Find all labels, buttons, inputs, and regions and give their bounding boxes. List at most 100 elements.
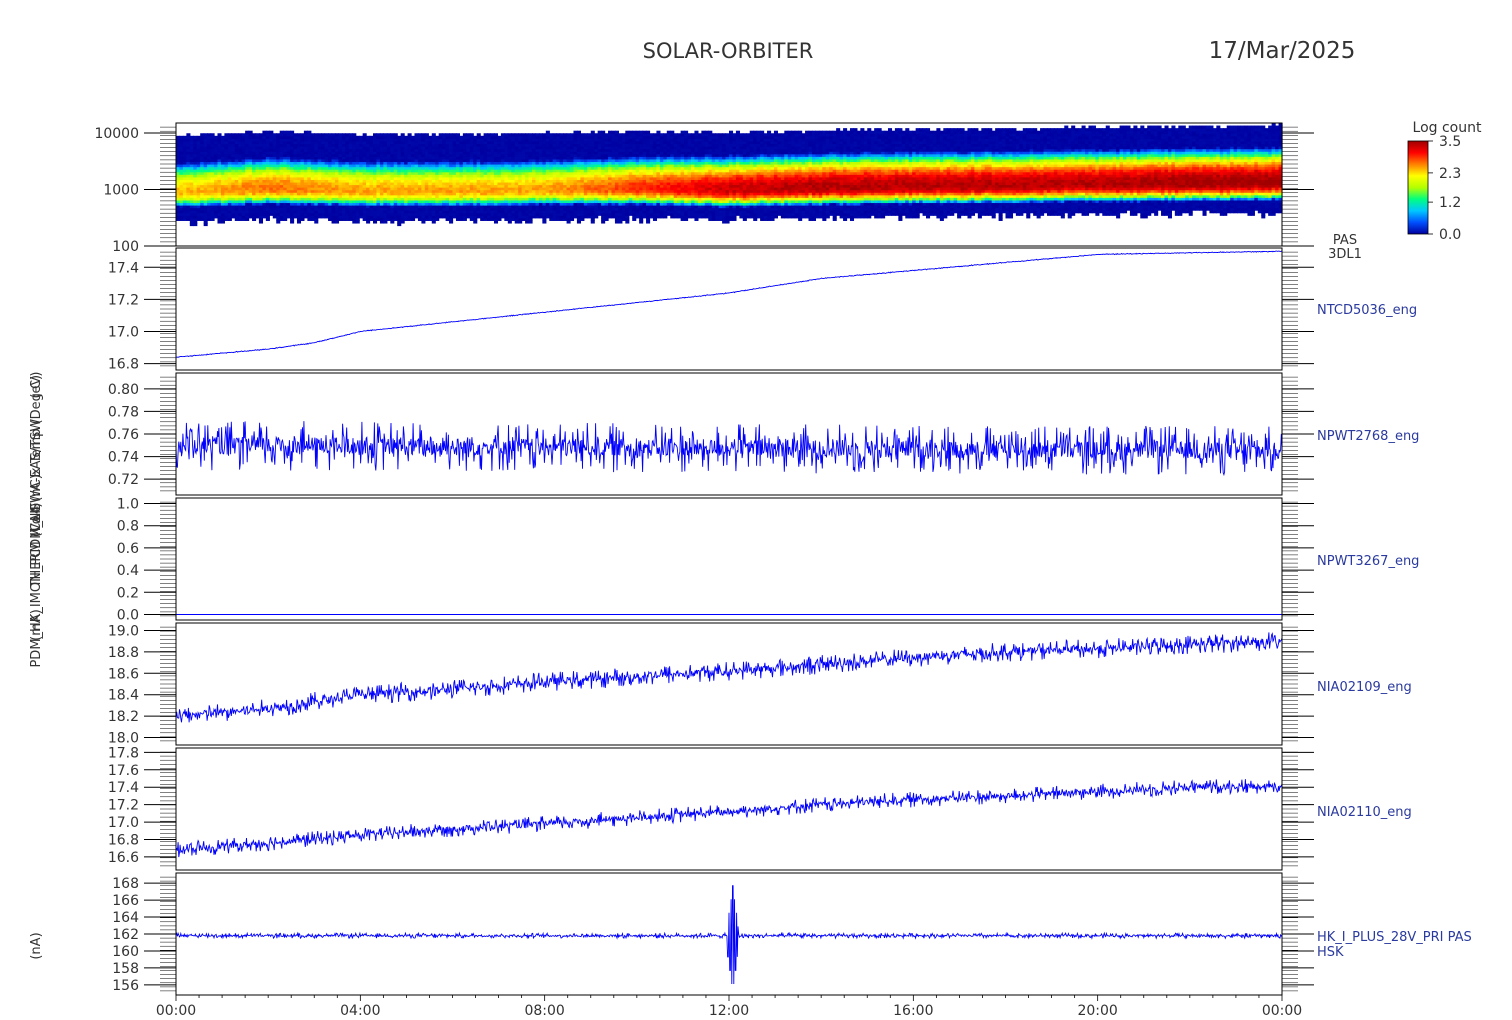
spectrogram-cell (559, 176, 564, 180)
spectrogram-cell (570, 179, 575, 183)
spectrogram-cell (196, 194, 201, 198)
spectrogram-cell (635, 138, 640, 142)
spectrogram-cell (276, 133, 281, 137)
spectrogram-cell (535, 161, 540, 165)
spectrogram-cell (369, 184, 374, 188)
spectrogram-cell (417, 207, 422, 211)
spectrogram-cell (303, 166, 308, 170)
spectrogram-cell (331, 156, 336, 160)
spectrogram-cell (535, 176, 540, 180)
spectrogram-cell (635, 212, 640, 216)
spectrogram-cell (590, 151, 595, 155)
spectrogram-cell (473, 215, 478, 219)
spectrogram-cell (390, 158, 395, 163)
spectrogram-cell (646, 194, 651, 198)
spectrogram-cell (352, 169, 357, 173)
spectrogram-cell (521, 148, 526, 152)
spectrogram-cell (231, 143, 236, 147)
spectrogram-cell (369, 148, 374, 152)
spectrogram-cell (545, 156, 550, 160)
spectrogram-cell (248, 187, 253, 191)
spectrogram-cell (449, 146, 454, 150)
spectrogram-cell (656, 207, 661, 211)
spectrogram-cell (556, 176, 561, 180)
spectrogram-cell (497, 207, 502, 211)
spectrogram-cell (231, 194, 236, 198)
spectrogram-cell (646, 181, 651, 186)
spectrogram-cell (445, 184, 450, 188)
spectrogram-cell (307, 130, 312, 134)
spectrogram-cell (376, 166, 381, 170)
spectrogram-cell (182, 176, 187, 180)
spectrogram-cell (573, 215, 578, 219)
spectrogram-cell (359, 151, 364, 155)
spectrogram-cell (514, 184, 519, 188)
spectrogram-cell (528, 207, 533, 211)
spectrogram-cell (348, 171, 353, 175)
spectrogram-cell (559, 207, 564, 211)
spectrogram-cell (511, 146, 516, 150)
spectrogram-cell (338, 146, 343, 150)
spectrogram-cell (252, 215, 257, 219)
spectrogram-cell (462, 176, 467, 180)
spectrogram-cell (531, 176, 537, 180)
spectrogram-cell (656, 169, 661, 173)
spectrogram-cell (241, 192, 246, 196)
spectrogram-cell (670, 199, 675, 204)
spectrogram-cell (224, 189, 229, 193)
spectrogram-cell (452, 171, 457, 175)
spectrogram-cell (608, 130, 613, 134)
spectrogram-cell (359, 189, 364, 193)
spectrogram-cell (556, 207, 561, 211)
spectrogram-cell (656, 174, 661, 178)
spectrogram-cell (352, 217, 357, 221)
spectrogram-cell (639, 194, 644, 198)
spectrogram-cell (611, 202, 616, 206)
spectrogram-cell (642, 181, 647, 186)
spectrogram-cell (566, 151, 571, 155)
spectrogram-cell (601, 153, 606, 157)
spectrogram-cell (632, 194, 637, 198)
spectrogram-cell (283, 148, 288, 152)
spectrogram-cell (279, 181, 284, 186)
spectrogram-cell (576, 151, 581, 155)
spectrogram-cell (487, 151, 492, 155)
spectrogram-cell (383, 176, 388, 180)
spectrogram-cell (614, 215, 619, 219)
spectrogram-cell (189, 161, 194, 165)
spectrogram-cell (334, 161, 340, 165)
spectrogram-cell (449, 174, 454, 178)
spectrogram-cell (521, 181, 526, 186)
spectrogram-cell (321, 158, 326, 163)
spectrogram-cell (238, 161, 243, 165)
spectrogram-cell (272, 146, 277, 150)
spectrogram-cell (303, 133, 308, 137)
spectrogram-cell (379, 181, 384, 186)
spectrogram-cell (621, 153, 626, 157)
spectrogram-cell (231, 205, 236, 209)
spectrogram-cell (214, 146, 219, 150)
spectrogram-cell (283, 169, 288, 173)
spectrogram-cell (376, 217, 381, 221)
spectrogram-cell (265, 138, 270, 142)
spectrogram-cell (293, 148, 298, 152)
spectrogram-cell (207, 184, 212, 188)
spectrogram-cell (314, 202, 319, 206)
spectrogram-cell (373, 171, 378, 175)
spectrogram-cell (635, 130, 640, 134)
spectrogram-cell (411, 166, 416, 170)
spectrogram-cell (587, 205, 592, 209)
spectrogram-cell (411, 140, 416, 145)
spectrogram-cell (466, 161, 471, 165)
spectrogram-cell (493, 215, 499, 219)
spectrogram-cell (590, 220, 595, 224)
spectrogram-cell (424, 205, 429, 209)
spectrogram-cell (514, 166, 519, 170)
spectrogram-cell (455, 169, 461, 173)
spectrogram-cell (421, 199, 426, 204)
spectrogram-cell (276, 181, 281, 186)
spectrogram-cell (376, 181, 381, 186)
spectrogram-cell (331, 158, 336, 163)
spectrogram-cell (272, 164, 277, 168)
spectrogram-cell (573, 174, 578, 178)
